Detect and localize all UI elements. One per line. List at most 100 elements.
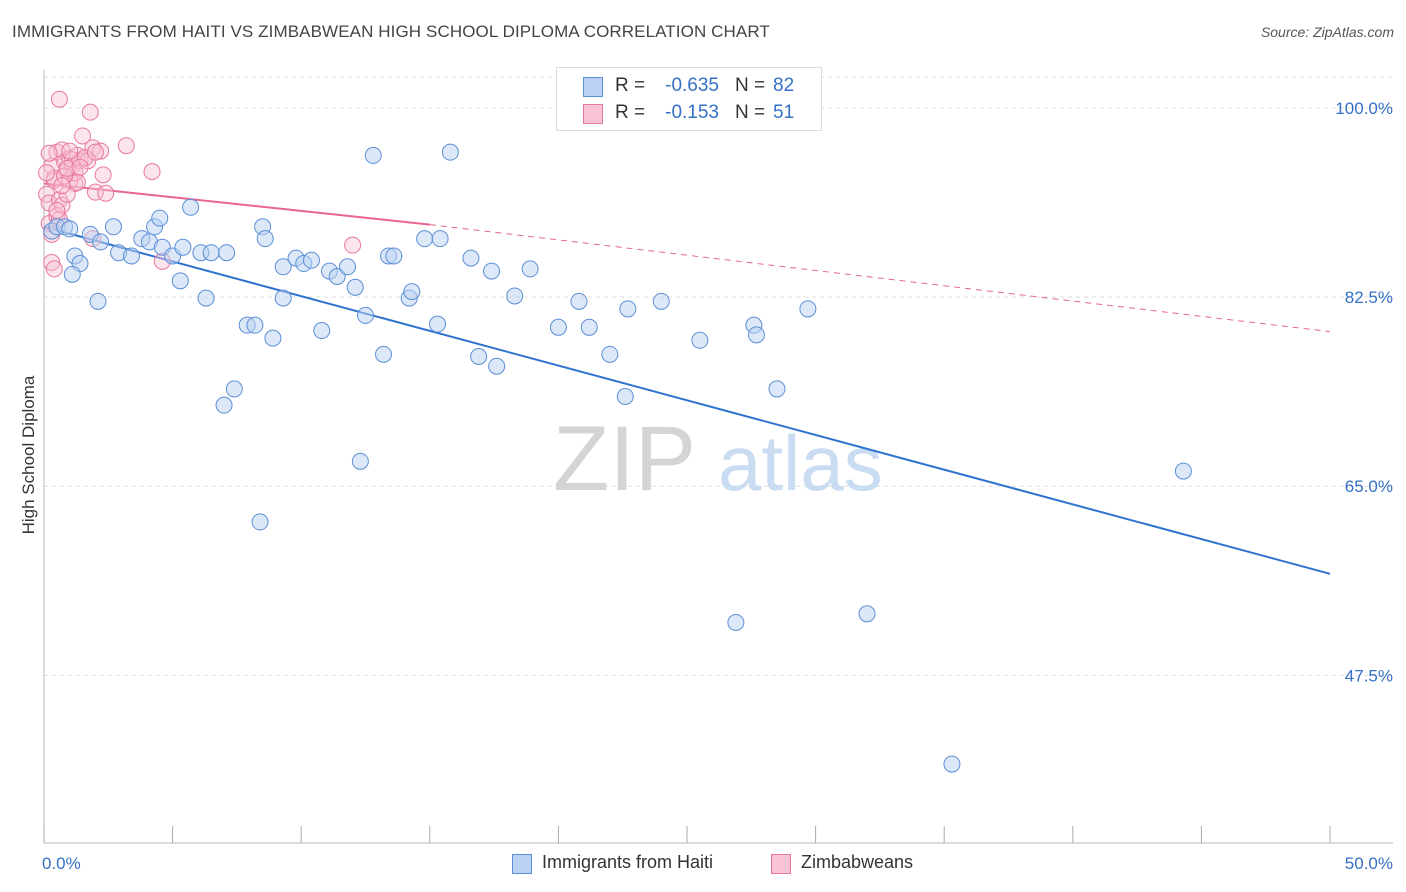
- y-tick-label: 47.5%: [1345, 666, 1393, 685]
- data-point-haiti: [483, 262, 501, 280]
- data-point-haiti: [197, 289, 215, 307]
- x-tick-label: 50.0%: [1345, 854, 1393, 873]
- data-point-haiti: [215, 396, 233, 414]
- r-value: -0.153: [665, 102, 719, 123]
- legend-swatch-zimbabweans: [583, 104, 603, 124]
- data-point-zimbabweans: [76, 149, 94, 167]
- data-point-zimbabweans: [58, 185, 76, 203]
- data-point-haiti: [171, 272, 189, 290]
- data-point-zimbabweans: [40, 144, 58, 162]
- n-value: 82: [773, 75, 795, 96]
- trend-line-zimbabweans: [43, 182, 430, 226]
- data-point-haiti: [328, 267, 346, 285]
- watermark-atlas: atlas: [718, 419, 883, 507]
- data-point-zimbabweans: [86, 143, 104, 161]
- data-point-haiti: [251, 513, 269, 531]
- y-tick-label: 100.0%: [1335, 99, 1393, 118]
- data-point-haiti: [174, 238, 192, 256]
- data-point-haiti: [616, 387, 634, 405]
- data-point-haiti: [429, 315, 447, 333]
- data-point-haiti: [202, 244, 220, 262]
- data-point-haiti: [182, 198, 200, 216]
- data-point-haiti: [858, 605, 876, 623]
- watermark-zip: ZIP: [553, 408, 696, 510]
- watermark: ZIP atlas: [553, 408, 883, 510]
- r-label: R =: [615, 75, 646, 96]
- data-point-haiti: [506, 287, 524, 305]
- chart-title: IMMIGRANTS FROM HAITI VS ZIMBABWEAN HIGH…: [12, 22, 770, 41]
- series-haiti: [43, 143, 1192, 773]
- data-point-haiti: [313, 322, 331, 340]
- data-point-zimbabweans: [97, 184, 115, 202]
- data-point-zimbabweans: [117, 137, 135, 155]
- data-point-haiti: [431, 230, 449, 248]
- data-point-zimbabweans: [92, 142, 110, 160]
- grid-lines: [44, 76, 1393, 676]
- data-point-haiti: [264, 329, 282, 347]
- data-point-haiti: [274, 289, 292, 307]
- legend-swatch-haiti: [512, 854, 532, 874]
- data-point-zimbabweans: [344, 236, 362, 254]
- data-point-haiti: [462, 249, 480, 267]
- y-tick-label: 65.0%: [1345, 477, 1393, 496]
- data-point-haiti: [619, 300, 637, 318]
- y-tick-label: 82.5%: [1345, 288, 1393, 307]
- data-point-haiti: [89, 292, 107, 310]
- r-label: R =: [615, 102, 646, 123]
- data-point-zimbabweans: [81, 103, 99, 121]
- data-point-haiti: [580, 318, 598, 336]
- data-point-haiti: [225, 380, 243, 398]
- data-point-haiti: [570, 292, 588, 310]
- trend-line-haiti: [43, 225, 1331, 575]
- legend-swatch-haiti: [583, 77, 603, 97]
- data-point-haiti: [63, 265, 81, 283]
- n-label: N =: [735, 75, 766, 96]
- data-point-haiti: [488, 357, 506, 375]
- data-point-zimbabweans: [71, 158, 89, 176]
- data-point-zimbabweans: [53, 177, 71, 195]
- data-point-zimbabweans: [48, 202, 66, 220]
- data-point-zimbabweans: [53, 196, 71, 214]
- axes: [43, 70, 1393, 844]
- data-point-haiti: [403, 283, 421, 301]
- n-label: N =: [735, 102, 766, 123]
- data-point-haiti: [691, 331, 709, 349]
- data-point-haiti: [441, 143, 459, 161]
- y-axis-label: High School Diploma: [19, 375, 38, 534]
- data-point-haiti: [416, 230, 434, 248]
- data-point-haiti: [274, 258, 292, 276]
- legend-row-zimbabweans: R = -0.153 N = 51: [557, 102, 821, 126]
- data-point-haiti: [302, 251, 320, 269]
- n-value: 51: [773, 102, 795, 123]
- data-point-zimbabweans: [94, 166, 112, 184]
- trend-line-zimbabweans-extension: [429, 224, 1331, 333]
- data-point-haiti: [122, 247, 140, 265]
- data-point-haiti: [385, 247, 403, 265]
- data-point-zimbabweans: [58, 159, 76, 177]
- data-point-haiti: [521, 260, 539, 278]
- data-point-zimbabweans: [143, 163, 161, 181]
- legend-swatch-zimbabweans: [771, 854, 791, 874]
- data-point-zimbabweans: [74, 127, 92, 145]
- correlation-legend: R = -0.635 N = 82 R = -0.153 N = 51: [556, 67, 822, 131]
- data-point-haiti: [747, 326, 765, 344]
- legend-row-haiti: R = -0.635 N = 82: [557, 75, 821, 99]
- r-value: -0.635: [665, 75, 719, 96]
- data-point-haiti: [799, 300, 817, 318]
- data-point-haiti: [652, 292, 670, 310]
- source-label: Source: ZipAtlas.com: [1260, 24, 1394, 40]
- data-point-zimbabweans: [45, 260, 63, 278]
- series-zimbabweans: [38, 90, 362, 278]
- data-point-haiti: [92, 233, 110, 251]
- data-point-haiti: [601, 345, 619, 363]
- data-point-haiti: [346, 278, 364, 296]
- data-point-haiti: [151, 209, 169, 227]
- data-point-zimbabweans: [61, 142, 79, 160]
- data-point-haiti: [727, 613, 745, 631]
- legend-label-haiti: Immigrants from Haiti: [542, 852, 714, 872]
- trend-lines: [43, 182, 1331, 575]
- data-point-haiti: [256, 230, 274, 248]
- tick-labels: 100.0% 82.5% 65.0% 47.5% 0.0% 50.0%: [42, 99, 1393, 873]
- data-point-haiti: [768, 380, 786, 398]
